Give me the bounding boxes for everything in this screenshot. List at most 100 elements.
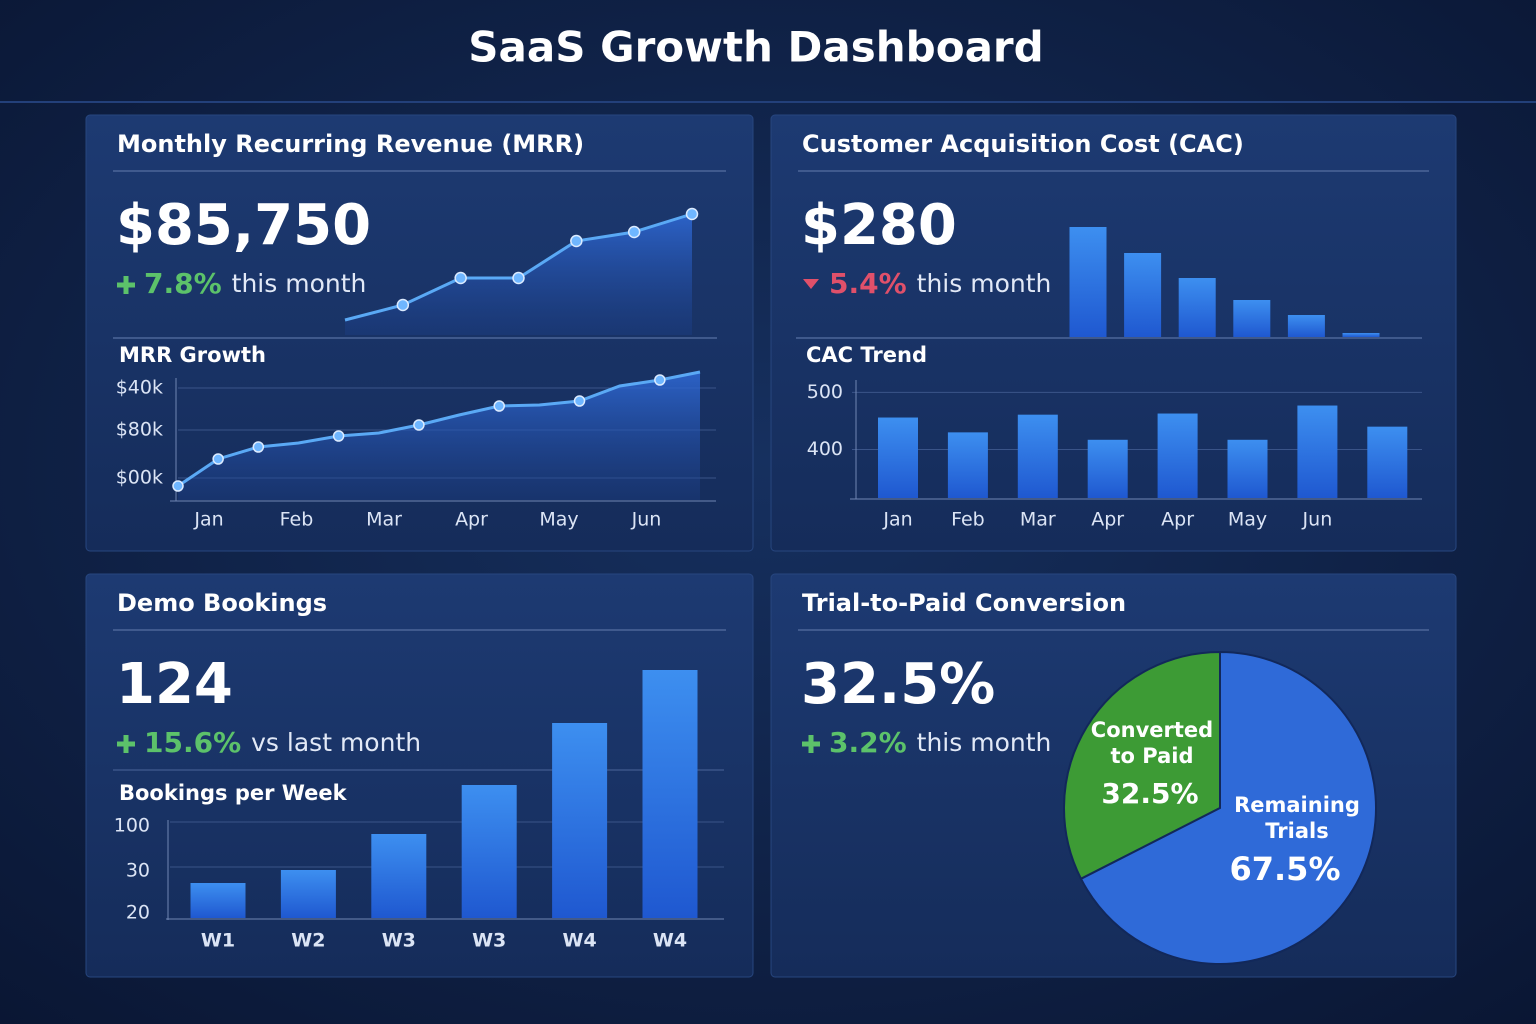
marker	[252, 441, 265, 453]
change-note: vs last month	[251, 728, 421, 757]
kpi-value: $280	[801, 193, 957, 258]
bar	[190, 883, 246, 918]
area-fill	[345, 214, 692, 335]
bar	[642, 670, 698, 918]
y-tick-label: 30	[126, 860, 150, 882]
bar	[1087, 439, 1128, 498]
y-tick-label: 500	[807, 381, 843, 403]
bar	[1069, 227, 1107, 337]
change-value: 5.4%	[829, 267, 907, 300]
marker	[570, 234, 583, 248]
kpi-value: 124	[116, 652, 233, 717]
x-tick-label: Apr	[455, 509, 488, 531]
x-tick-label: Jan	[882, 509, 912, 531]
area-fill	[178, 372, 700, 500]
change-note: this month	[232, 269, 367, 298]
change: 5.4% this month	[829, 267, 1051, 300]
y-tick-label: $40k	[116, 377, 163, 399]
y-tick-label: $00k	[116, 467, 163, 489]
panel-title: Trial-to-Paid Conversion	[802, 589, 1126, 617]
up-icon	[117, 276, 135, 294]
change: 7.8% this month	[144, 267, 366, 300]
marker	[512, 271, 525, 285]
x-tick-label: W3	[382, 930, 416, 952]
y-tick-label: 400	[807, 438, 843, 460]
bar	[1342, 333, 1380, 337]
x-tick-label: W2	[291, 930, 325, 952]
chart-title: Bookings per Week	[119, 781, 348, 805]
up-icon	[117, 735, 135, 753]
bar	[1124, 253, 1162, 337]
bar	[371, 834, 427, 918]
x-tick-label: W4	[563, 930, 597, 952]
marker	[212, 453, 224, 465]
slice-label-box: Remaining Trials	[1234, 793, 1360, 843]
x-tick-label: Mar	[1020, 509, 1056, 531]
bar	[1227, 439, 1268, 498]
change-value: 15.6%	[144, 726, 241, 759]
bar	[461, 785, 517, 918]
bar	[1233, 300, 1271, 337]
bar	[947, 432, 988, 498]
slice-value-label: 67.5%	[1229, 850, 1340, 888]
x-tick-label: W4	[653, 930, 687, 952]
bar	[1017, 414, 1058, 498]
x-tick-label: W1	[201, 930, 235, 952]
kpi-value: $85,750	[116, 193, 371, 258]
slice-label: Remaining Trials	[1234, 793, 1360, 843]
page-title: SaaS Growth Dashboard	[468, 23, 1043, 72]
change-note: this month	[917, 269, 1052, 298]
down-icon	[803, 279, 819, 289]
bar	[1178, 278, 1216, 337]
change-note: this month	[917, 728, 1052, 757]
bar	[1157, 413, 1198, 498]
pie-slice	[1063, 650, 1221, 881]
slice-label: Converted to Paid	[1090, 718, 1214, 768]
bar	[552, 723, 608, 918]
change: 15.6% vs last month	[144, 726, 421, 759]
panel-title: Monthly Recurring Revenue (MRR)	[117, 130, 584, 158]
chart-title: CAC Trend	[806, 343, 927, 367]
change-value: 3.2%	[829, 726, 907, 759]
panel-title: Customer Acquisition Cost (CAC)	[802, 130, 1244, 158]
kpi-value: 32.5%	[801, 652, 995, 717]
x-tick-label: Jun	[1302, 509, 1333, 531]
marker	[172, 480, 184, 492]
marker	[332, 430, 345, 442]
x-tick-label: Jan	[193, 509, 223, 531]
slice-label-box: Converted to Paid	[1090, 718, 1214, 768]
x-tick-label: Mar	[366, 509, 402, 531]
marker	[493, 400, 505, 412]
y-tick-label: 100	[114, 815, 150, 837]
y-tick-label: $80k	[116, 419, 163, 441]
marker	[413, 419, 425, 431]
bar	[878, 417, 918, 498]
chart-title: MRR Growth	[119, 343, 266, 367]
up-icon	[802, 735, 820, 753]
x-tick-label: May	[539, 509, 578, 531]
x-tick-label: Apr	[1161, 509, 1194, 531]
change-value: 7.8%	[144, 267, 222, 300]
x-tick-label: Feb	[280, 509, 314, 531]
marker	[685, 207, 699, 221]
panel-title: Demo Bookings	[117, 589, 327, 617]
x-tick-label: W3	[472, 930, 506, 952]
x-tick-label: Apr	[1091, 509, 1124, 531]
bar	[1287, 315, 1325, 337]
x-tick-label: Feb	[951, 509, 985, 531]
line	[177, 370, 701, 488]
marker	[454, 271, 467, 285]
change: 3.2% this month	[829, 726, 1051, 759]
marker	[627, 225, 641, 239]
y-tick-label: 20	[126, 902, 150, 924]
marker	[396, 298, 410, 312]
bar	[280, 870, 336, 918]
pie-slice	[1079, 650, 1377, 965]
x-tick-label: Jun	[631, 509, 662, 531]
bar	[1297, 405, 1338, 498]
marker	[654, 374, 666, 386]
bar	[1367, 426, 1408, 498]
panel	[770, 114, 1457, 552]
